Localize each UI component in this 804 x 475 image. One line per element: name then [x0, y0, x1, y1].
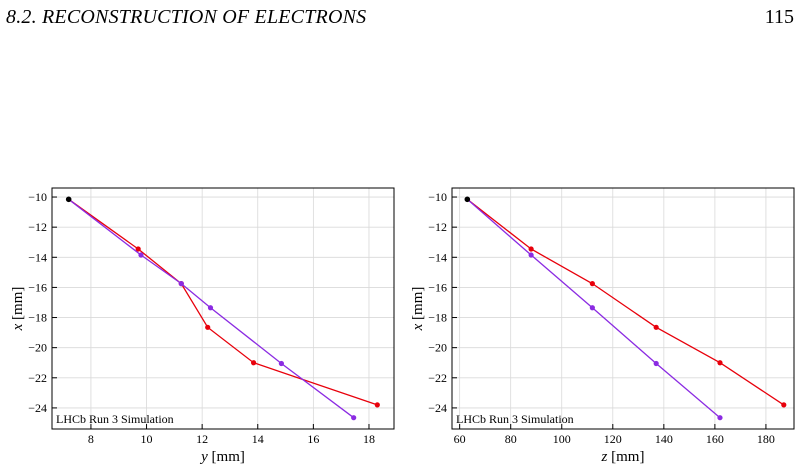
series-1 — [466, 198, 723, 421]
data-point — [717, 415, 723, 421]
grid — [452, 188, 794, 429]
x-axis-unit: [mm] — [607, 449, 644, 465]
page-number: 115 — [764, 6, 794, 28]
data-point — [178, 281, 184, 287]
x-tick-label: 180 — [757, 432, 775, 446]
plot-frame — [451, 187, 795, 430]
start-point — [464, 196, 471, 203]
y-tick-label: −16 — [28, 280, 47, 294]
data-point — [653, 324, 659, 330]
series-line — [68, 198, 355, 419]
x-tick-label: 140 — [655, 432, 673, 446]
data-point — [138, 252, 144, 258]
data-point — [717, 360, 723, 366]
y-tick-label: −14 — [428, 250, 447, 264]
x-tick-label: 8 — [88, 432, 94, 446]
data-point — [135, 246, 141, 252]
chart-x-vs-y: 8 10 12 14 16 18 −10 −12 −14 −16 −18 −20 −22 −24 LHCb … — [0, 176, 398, 470]
y-axis-label: x [mm] — [10, 287, 26, 332]
annotation-label: LHCb Run 3 Simulation — [456, 412, 574, 426]
data-point — [528, 246, 534, 252]
section-number: 8.2. — [6, 6, 37, 28]
page-header: 8.2. RECONSTRUCTION OF ELECTRONS 115 — [6, 6, 794, 36]
chart-x-vs-z-svg: 60 80 100 120 140 160 180 −10 −12 −14 −16 −18 −20 −22… — [410, 187, 795, 465]
y-tick-label: −10 — [428, 190, 447, 204]
y-axis-variable: x — [10, 323, 26, 331]
x-tick-label: 16 — [307, 432, 319, 446]
y-tick-label: −20 — [28, 341, 47, 355]
annotation-label: LHCb Run 3 Simulation — [56, 412, 174, 426]
y-tick-label: −22 — [28, 371, 47, 385]
y-tick-label: −22 — [428, 371, 447, 385]
data-point — [653, 360, 659, 367]
x-tick-label: 120 — [604, 432, 622, 446]
x-tick-label: 160 — [706, 432, 724, 446]
data-point — [528, 252, 534, 258]
data-point — [250, 360, 257, 366]
x-tick-label: 100 — [553, 432, 571, 446]
y-tick-label: −24 — [428, 401, 447, 415]
y-axis-unit: [mm] — [10, 287, 26, 324]
running-section-title: 8.2. RECONSTRUCTION OF ELECTRONS — [6, 6, 366, 29]
y-tick-label: −12 — [28, 220, 47, 234]
series-1 — [68, 198, 357, 421]
x-tick-label: 14 — [252, 432, 264, 446]
x-axis-label: z [mm] — [601, 449, 645, 465]
x-tick-label: 18 — [363, 432, 375, 446]
plot-frame — [51, 187, 395, 430]
y-tick-label: −16 — [428, 280, 447, 294]
data-point — [374, 402, 380, 408]
x-tick-label: 60 — [454, 432, 466, 446]
series-0 — [68, 198, 380, 408]
x-axis-label: y [mm] — [199, 449, 245, 465]
x-axis-variable: z — [601, 449, 608, 465]
data-point — [589, 281, 595, 287]
x-axis-unit: [mm] — [208, 449, 245, 465]
x-tick-label: 80 — [505, 432, 517, 446]
y-tick-label: −18 — [428, 311, 447, 325]
x-axis-variable: y — [199, 449, 208, 465]
data-point — [207, 305, 214, 311]
y-tick-label: −24 — [28, 401, 47, 415]
y-tick-label: −10 — [28, 190, 47, 204]
start-point — [65, 196, 72, 203]
y-tick-label: −12 — [428, 220, 447, 234]
grid — [52, 188, 394, 429]
y-tick-label: −18 — [28, 311, 47, 325]
section-title: RECONSTRUCTION OF ELECTRONS — [42, 6, 367, 28]
chart-x-vs-y-svg: 8 10 12 14 16 18 −10 −12 −14 −16 −18 −20 −22 −24 LHCb … — [10, 187, 395, 465]
y-axis-unit: [mm] — [410, 287, 426, 324]
series-line — [68, 198, 378, 406]
series-line — [466, 198, 785, 406]
chart-x-vs-z: 60 80 100 120 140 160 180 −10 −12 −14 −16 −18 −20 −22… — [400, 176, 798, 470]
y-axis-variable: x — [410, 323, 426, 331]
data-point — [205, 324, 211, 330]
x-tick-label: 12 — [196, 432, 208, 446]
x-tick-label: 10 — [141, 432, 153, 446]
data-point — [589, 305, 595, 311]
series-0 — [466, 198, 787, 408]
data-point — [351, 415, 357, 421]
data-point — [278, 360, 284, 367]
y-tick-label: −20 — [428, 341, 447, 355]
data-point — [781, 402, 787, 408]
y-axis-label: x [mm] — [410, 287, 426, 332]
y-tick-label: −14 — [28, 250, 47, 264]
